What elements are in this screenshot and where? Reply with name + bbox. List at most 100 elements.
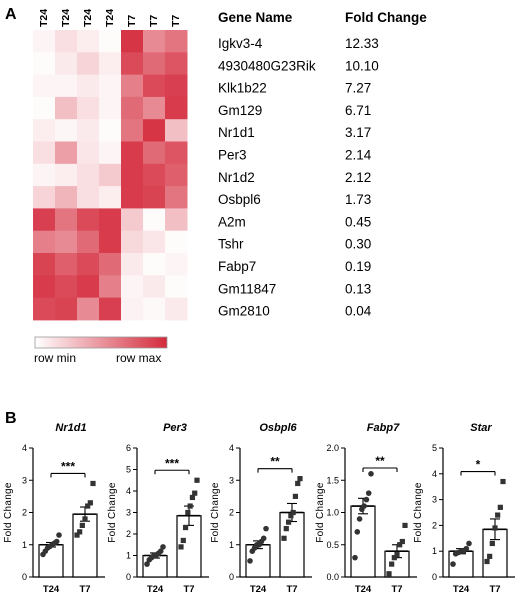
heatmap-column-label: T7	[170, 15, 182, 27]
significance-label: *	[476, 458, 481, 472]
x-category-label: T7	[183, 584, 194, 595]
data-point	[295, 480, 301, 487]
heatmap-cell	[55, 30, 78, 53]
heatmap-cell	[77, 275, 100, 299]
heatmap-cell	[55, 96, 78, 120]
data-point	[189, 494, 196, 501]
data-point	[354, 529, 361, 535]
data-point	[85, 503, 91, 509]
heatmap-cell	[33, 96, 56, 120]
data-point	[160, 544, 166, 550]
data-point	[82, 516, 88, 522]
y-tick-label: 2	[229, 508, 234, 518]
gene-name-cell: 4930480G23Rik	[218, 58, 316, 73]
table-header-gene-name: Gene Name	[218, 10, 293, 25]
table-header-fold-change: Fold Change	[345, 10, 427, 25]
significance-label: **	[270, 455, 280, 469]
heatmap-cell	[77, 163, 100, 187]
x-category-label: T7	[286, 584, 297, 595]
data-point	[489, 540, 495, 547]
gene-name-cell: Gm129	[218, 103, 262, 118]
gene-name-cell: Osbpl6	[218, 192, 261, 207]
data-point	[365, 490, 372, 496]
y-axis-label: Fold Change	[107, 482, 118, 543]
heatmap-column-label: T24	[60, 9, 72, 27]
gene-name-cell: A2m	[218, 214, 246, 229]
data-point	[185, 509, 191, 516]
data-point	[368, 471, 374, 477]
heatmap-cell	[55, 186, 78, 209]
x-category-label: T7	[391, 584, 402, 595]
data-point	[484, 558, 490, 565]
data-point	[144, 561, 150, 567]
color-scale-bar	[34, 336, 168, 349]
fold-change-cell: 0.19	[345, 259, 371, 274]
data-point	[361, 503, 367, 509]
panel-b-letter: B	[5, 410, 17, 427]
y-tick-label: 3	[229, 475, 234, 485]
heatmap-cell	[33, 208, 56, 232]
heatmap-cell	[33, 297, 56, 321]
fold-change-cell: 7.27	[345, 81, 371, 96]
heatmap-cell	[77, 297, 100, 321]
fold-change-cell: 12.33	[345, 36, 379, 51]
heatmap-cell	[143, 230, 166, 254]
data-point	[356, 516, 363, 522]
heatmap-column-label: T24	[82, 9, 94, 27]
heatmap-cell	[55, 141, 78, 165]
gene-name-cell: Fabp7	[218, 259, 256, 274]
y-axis-label: Fold Change	[413, 482, 424, 543]
bar-chart: Nr1d1 0 1 2 3 4 Fold Change T24 T7 ***	[3, 422, 105, 595]
fold-change-cell: 0.13	[345, 281, 371, 296]
heatmap-cell	[165, 52, 188, 76]
x-category-label: T24	[355, 584, 372, 595]
y-tick-label: 0	[22, 572, 27, 582]
heatmap-column-label: T7	[126, 15, 138, 27]
heatmap-cell	[77, 208, 100, 232]
y-tick-label: 2	[126, 529, 131, 539]
significance-label: ***	[61, 459, 75, 473]
heatmap-cell	[165, 74, 188, 98]
gene-name-cell: Klk1b22	[218, 81, 267, 96]
heatmap-cell	[55, 119, 78, 142]
heatmap-cell	[99, 119, 122, 142]
data-point	[500, 478, 506, 485]
heatmap-cell	[121, 52, 144, 76]
heatmap-cell	[77, 186, 100, 209]
heatmap-cell	[55, 208, 78, 232]
heatmap-cell	[99, 186, 122, 209]
y-tick-label: 6	[126, 443, 131, 453]
y-axis-label: Fold Change	[3, 482, 14, 543]
heatmap-cell	[33, 253, 56, 276]
heatmap-cell	[99, 297, 122, 321]
bar	[38, 544, 64, 578]
heatmap-cell	[33, 230, 56, 254]
bar-chart: Star 0 1 2 3 4 5 Fold Change T24 T7 *	[413, 422, 515, 595]
data-point	[285, 519, 292, 525]
data-point	[389, 561, 395, 567]
data-point	[79, 522, 85, 528]
heatmap-cell	[121, 275, 144, 299]
heatmap-cell	[33, 141, 56, 165]
heatmap-cell	[99, 275, 122, 299]
fold-change-cell: 0.45	[345, 214, 371, 229]
x-category-label: T24	[453, 584, 470, 595]
y-tick-label: 1.0	[326, 508, 339, 518]
data-point	[292, 493, 299, 499]
data-point	[394, 551, 400, 558]
heatmap	[33, 30, 188, 321]
heatmap-cell	[99, 96, 122, 120]
heatmap-cell	[33, 74, 56, 98]
fold-change-cell: 1.73	[345, 192, 371, 207]
heatmap-cell	[143, 119, 166, 142]
x-category-label: T24	[250, 584, 267, 595]
chart-title: Star	[470, 422, 492, 434]
chart-title: Nr1d1	[55, 422, 86, 434]
y-tick-label: 1	[126, 551, 131, 561]
y-tick-label: 4	[432, 469, 437, 479]
heatmap-cell	[33, 163, 56, 187]
heatmap-cell	[77, 96, 100, 120]
heatmap-cell	[77, 253, 100, 276]
y-tick-label: 1	[432, 546, 437, 556]
y-tick-label: 0.0	[326, 572, 339, 582]
